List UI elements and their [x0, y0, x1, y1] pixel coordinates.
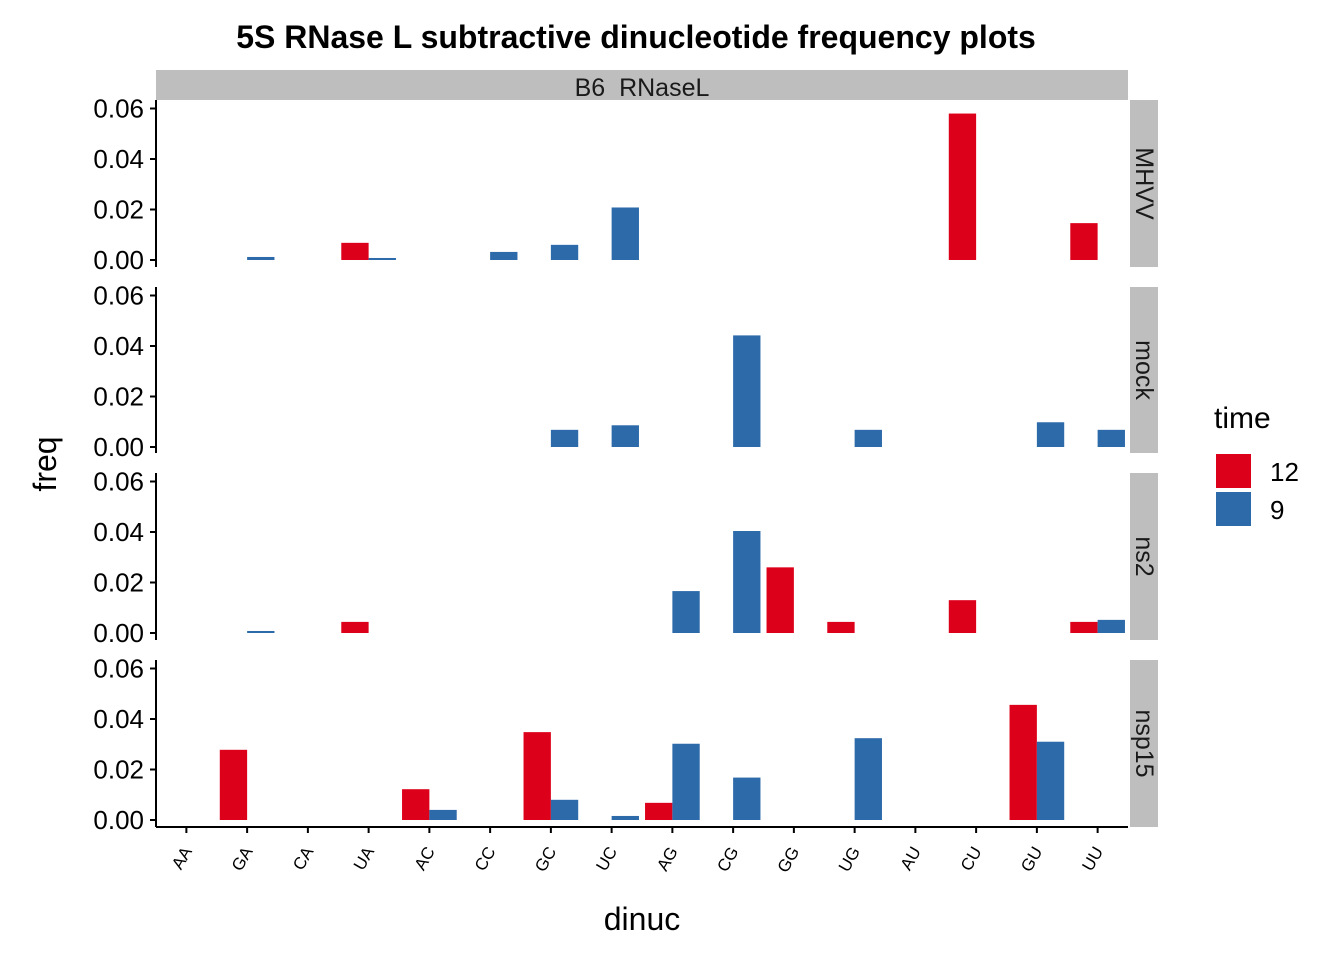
- bar-mhvv-cc-time-9: [490, 251, 518, 260]
- facet-column-strip: [156, 70, 1128, 100]
- facet-row-label: nsp15: [1130, 709, 1158, 777]
- bar-mock-uu-time-9: [1097, 429, 1125, 447]
- facet-panel-ns2: 0.00 0.02 0.04 0.06 ns2: [93, 467, 1158, 648]
- bar-mock-uc-time-9: [611, 425, 639, 447]
- x-tick-label-ua: UA: [350, 843, 379, 874]
- x-tick-label-ca: CA: [289, 843, 318, 874]
- facet-panel-mock: 0.00 0.02 0.04 0.06 mock: [93, 281, 1158, 462]
- bar-ns2-gg-time-12: [766, 567, 794, 633]
- legend-key-12: [1216, 454, 1251, 488]
- bar-mhvv-gc-time-9: [550, 244, 579, 260]
- bar-mock-gu-time-9: [1036, 422, 1065, 447]
- bar-ns2-ua-time-12: [341, 621, 369, 633]
- legend-key-9: [1216, 492, 1251, 526]
- x-axis-title: dinuc: [604, 901, 681, 937]
- bar-nsp15-gc-time-12: [523, 732, 551, 820]
- bar-nsp15-gu-time-12: [1009, 704, 1037, 820]
- y-tick-label: 0.06: [93, 654, 144, 684]
- bar-ns2-ag-time-9: [672, 591, 700, 633]
- y-tick-label: 0.00: [93, 432, 144, 462]
- facet-row-label: mock: [1130, 340, 1158, 400]
- x-tick-label-cu: CU: [957, 844, 986, 875]
- facet-row-strip: [1130, 100, 1158, 267]
- y-tick-label: 0.02: [93, 382, 144, 412]
- bar-mock-ug-time-9: [854, 429, 882, 447]
- y-tick-label: 0.06: [93, 94, 144, 124]
- x-tick-label-ag: AG: [653, 844, 682, 875]
- bar-nsp15-gu-time-9: [1036, 741, 1065, 820]
- y-tick-label: 0.02: [93, 568, 144, 598]
- bar-mhvv-ga-time-9: [247, 256, 275, 260]
- legend-title: time: [1214, 402, 1271, 435]
- x-axis: AA GA CA UA AC CC GC UC AG CG GG UG AU CU GU UU: [156, 826, 1128, 876]
- bar-nsp15-ag-time-9: [672, 743, 700, 820]
- bar-nsp15-uc-time-9: [611, 815, 639, 820]
- bar-mhvv-cu-time-12: [948, 113, 977, 260]
- x-tick-label-cc: CC: [471, 844, 500, 875]
- bar-nsp15-ac-time-12: [402, 789, 430, 820]
- x-tick-label-aa: AA: [168, 843, 196, 873]
- facet-row-label: ns2: [1130, 536, 1158, 576]
- x-tick-label-gg: GG: [774, 844, 804, 876]
- x-tick-label-uu: UU: [1078, 844, 1107, 875]
- y-tick-label: 0.04: [93, 331, 144, 361]
- y-tick-label: 0.04: [93, 144, 144, 174]
- bar-mock-gc-time-9: [550, 429, 579, 447]
- x-tick-label-ga: GA: [228, 843, 257, 874]
- facet-panels: 0.00 0.02 0.04 0.06 MHVV 0.00 0.02 0.04 0.06 mock…: [93, 94, 1158, 835]
- y-tick-label: 0.04: [93, 704, 144, 734]
- y-tick-label: 0.04: [93, 517, 144, 547]
- bar-nsp15-ga-time-12: [219, 749, 248, 820]
- x-tick-label-gc: GC: [531, 844, 560, 876]
- facet-row-strip: [1130, 660, 1158, 827]
- y-tick-label: 0.02: [93, 755, 144, 785]
- x-tick-label-uc: UC: [592, 844, 621, 875]
- bar-nsp15-gc-time-9: [550, 799, 579, 820]
- x-tick-label-au: AU: [897, 844, 925, 874]
- facet-column-label: B6 RNaseL: [575, 74, 710, 102]
- x-tick-label-cg: CG: [713, 844, 742, 876]
- x-tick-label-gu: GU: [1017, 844, 1046, 876]
- y-axis-title: freq: [27, 436, 63, 491]
- y-tick-label: 0.00: [93, 245, 144, 275]
- x-tick-label-ug: UG: [835, 844, 864, 876]
- bar-nsp15-ac-time-9: [429, 809, 457, 820]
- bar-nsp15-cg-time-9: [733, 777, 761, 820]
- chart-title: 5S RNase L subtractive dinucleotide freq…: [236, 19, 1036, 55]
- bar-ns2-cg-time-9: [733, 530, 761, 633]
- bar-mhvv-uu-time-12: [1070, 223, 1098, 260]
- bar-ns2-ga-time-9: [247, 630, 275, 633]
- bar-mhvv-ua-time-9: [368, 257, 396, 260]
- bar-ns2-uu-time-9: [1097, 619, 1125, 633]
- y-tick-label: 0.00: [93, 618, 144, 648]
- x-tick-label-ac: AC: [411, 844, 439, 874]
- facet-panel-mhvv: 0.00 0.02 0.04 0.06 MHVV: [93, 94, 1158, 275]
- bar-nsp15-ug-time-9: [854, 738, 882, 820]
- y-tick-label: 0.06: [93, 467, 144, 497]
- bar-mhvv-ua-time-12: [341, 242, 369, 260]
- legend: time 12 9: [1214, 402, 1299, 526]
- facet-row-strip: [1130, 473, 1158, 640]
- legend-label-9: 9: [1270, 495, 1284, 525]
- y-tick-label: 0.02: [93, 195, 144, 225]
- facet-row-strip: [1130, 287, 1158, 453]
- facet-row-label: MHVV: [1130, 147, 1158, 220]
- bar-mock-cg-time-9: [733, 335, 761, 447]
- bar-ns2-ug-time-12: [827, 621, 855, 633]
- y-tick-label: 0.00: [93, 805, 144, 835]
- y-tick-label: 0.06: [93, 281, 144, 311]
- bar-ns2-cu-time-12: [948, 600, 977, 633]
- legend-label-12: 12: [1270, 457, 1299, 487]
- facet-panel-nsp15: 0.00 0.02 0.04 0.06 nsp15: [93, 654, 1158, 835]
- bar-mhvv-uc-time-9: [611, 207, 639, 260]
- bar-ns2-uu-time-12: [1070, 621, 1098, 633]
- bar-nsp15-ag-time-12: [645, 802, 673, 820]
